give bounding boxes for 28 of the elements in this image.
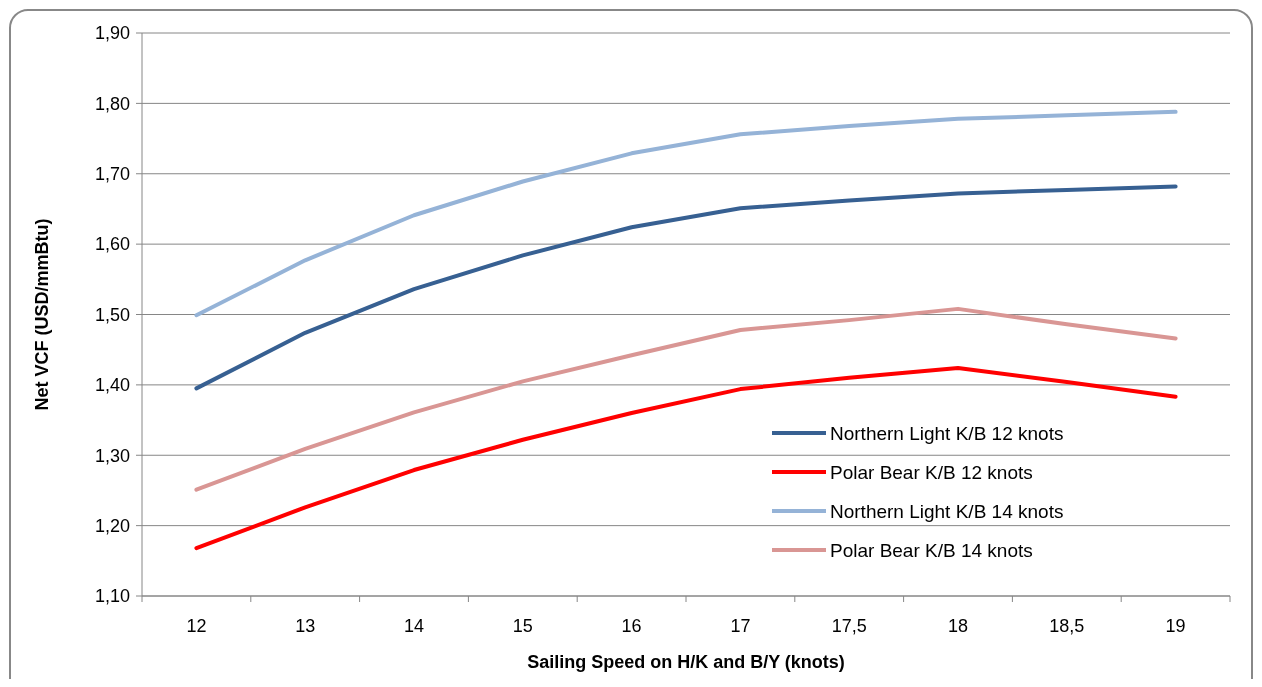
y-tick-label: 1,50 <box>94 304 130 325</box>
y-tick-label: 1,70 <box>94 164 130 185</box>
x-axis-title: Sailing Speed on H/K and B/Y (knots) <box>527 652 845 672</box>
x-tick-label: 17,5 <box>831 616 867 636</box>
x-tick-label: 13 <box>295 616 316 636</box>
line-series <box>194 184 1178 391</box>
x-tick-label: 14 <box>403 616 425 636</box>
legend-label: Polar Bear K/B 12 knots <box>830 461 1033 483</box>
legend-label: Polar Bear K/B 14 knots <box>830 539 1033 561</box>
x-tick-label: 17 <box>730 616 751 636</box>
x-tick-label: 19 <box>1165 616 1186 636</box>
y-axis-title: Net VCF (USD/mmBtu) <box>32 218 52 411</box>
legend-label: Northern Light K/B 14 knots <box>830 500 1064 522</box>
x-tick-label: 15 <box>512 616 533 636</box>
x-tick-label: 16 <box>621 616 642 636</box>
y-tick-label: 1,20 <box>94 515 130 536</box>
line-series <box>194 306 1178 492</box>
y-tick-label: 1,40 <box>94 375 130 396</box>
x-tick-label: 18 <box>947 616 969 636</box>
line-series <box>194 109 1178 318</box>
y-tick-label: 1,80 <box>94 93 130 114</box>
y-tick-label: 1,90 <box>94 23 130 44</box>
x-tick-label: 18,5 <box>1049 616 1085 636</box>
x-tick-label: 12 <box>186 616 207 636</box>
legend-label: Northern Light K/B 12 knots <box>830 422 1064 444</box>
y-tick-label: 1,60 <box>94 234 130 255</box>
y-tick-label: 1,30 <box>94 445 130 466</box>
y-tick-label: 1,10 <box>94 586 130 607</box>
